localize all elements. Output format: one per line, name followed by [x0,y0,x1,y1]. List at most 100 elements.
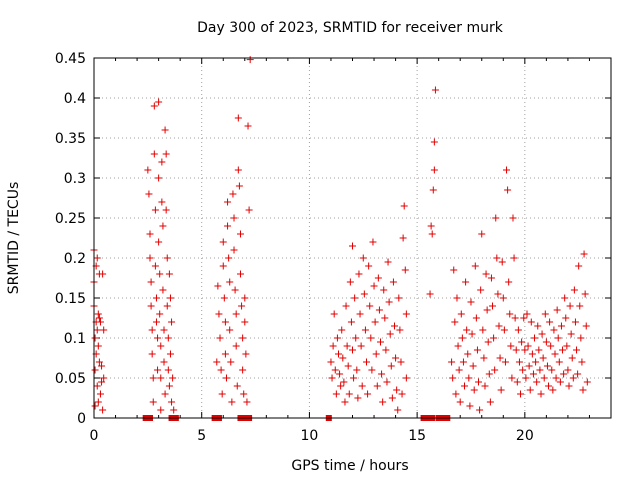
data-point [556,378,564,386]
data-point [246,56,254,64]
x-tick-label: 5 [197,428,206,444]
data-point [576,302,584,310]
data-point [363,358,371,366]
data-point [540,374,548,382]
y-tick-label: 0.05 [55,371,86,387]
data-point [550,326,558,334]
data-point [353,366,361,374]
data-point [559,346,567,354]
data-point [399,234,407,242]
data-point [477,286,485,294]
data-point [336,370,344,378]
data-point [356,310,364,318]
data-point [238,302,246,310]
data-point [542,338,550,346]
data-point [145,190,153,198]
data-point [579,386,587,394]
data-point [100,326,108,334]
data-point [349,242,356,250]
data-point [494,290,502,298]
data-point [329,342,337,350]
data-point [473,346,481,354]
data-point [462,278,470,286]
data-point [450,266,458,274]
data-point [465,374,473,382]
data-point [482,270,490,278]
data-point [467,298,475,306]
data-point [147,302,155,310]
data-point [344,362,352,370]
data-point [91,334,99,342]
data-point [466,402,474,410]
data-point [148,350,156,358]
data-point [379,398,387,406]
data-point [231,286,239,294]
data-point [478,230,486,238]
data-point [575,262,583,270]
data-point [160,326,168,334]
data-point [521,346,529,354]
data-point [535,346,543,354]
data-point [360,290,368,298]
data-point [361,326,369,334]
data-point [157,374,165,382]
data-point [388,394,396,402]
data-point [155,174,163,182]
data-point [354,394,362,402]
data-point [570,286,578,294]
x-tick-label: 10 [301,428,319,444]
grid-lines [94,58,611,418]
y-tick-label: 0.2 [64,251,86,267]
data-point [341,398,349,406]
data-point [163,254,171,262]
data-point [219,262,227,270]
data-point [487,274,495,282]
data-point [352,334,360,342]
data-point [533,378,541,386]
data-point [500,326,508,334]
data-point [342,302,350,310]
data-point [429,186,437,194]
data-point [499,294,507,302]
data-point [569,374,577,382]
data-point [486,398,494,406]
data-point [561,294,569,302]
data-point [340,378,348,386]
data-point [166,350,174,358]
data-point [151,206,159,214]
data-point [380,286,388,294]
data-point [332,390,340,398]
data-point [511,314,519,322]
data-point [378,370,386,378]
data-point [395,294,403,302]
data-point [345,390,353,398]
data-point [457,310,465,318]
data-point [526,386,534,394]
data-point [98,378,106,386]
data-point [165,382,173,390]
data-point [426,290,434,298]
data-point [524,342,532,350]
data-point [330,310,338,318]
data-point [216,334,224,342]
data-point [235,182,243,190]
data-point [158,198,166,206]
data-point [552,374,560,382]
data-point [566,302,574,310]
data-point [451,318,459,326]
data-point [162,206,170,214]
data-point [484,338,492,346]
data-point [430,166,438,174]
data-point [165,270,173,278]
data-point [224,198,232,206]
data-point [538,330,546,338]
y-tick-label: 0.4 [64,91,86,107]
data-point [155,98,163,106]
data-point [452,390,460,398]
data-point [151,262,159,270]
data-point [99,270,107,278]
data-point [350,374,358,382]
data-point [582,322,590,330]
data-point [458,334,466,342]
